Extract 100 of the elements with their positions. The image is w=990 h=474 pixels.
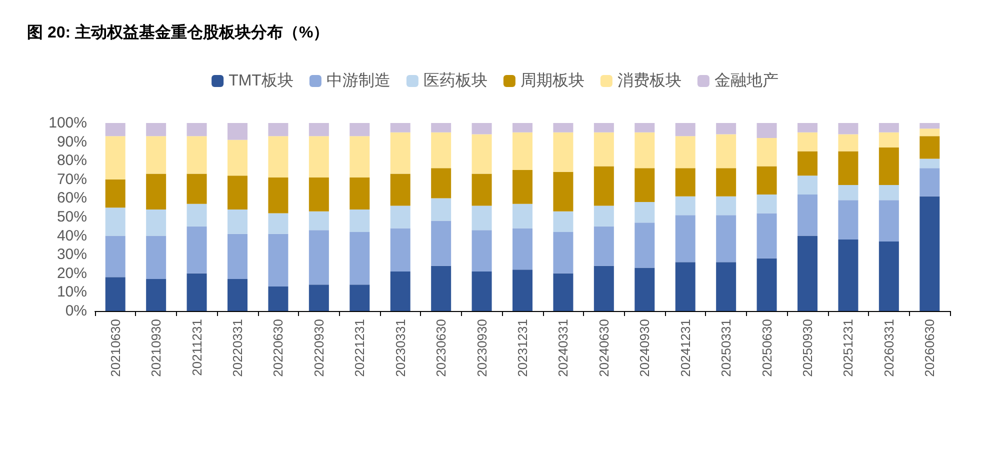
bar bbox=[716, 168, 736, 196]
bar bbox=[675, 123, 696, 136]
bar bbox=[878, 123, 899, 132]
bar bbox=[512, 132, 532, 170]
bar bbox=[553, 232, 574, 274]
bar bbox=[186, 204, 207, 226]
bar bbox=[594, 266, 614, 311]
bar bbox=[472, 206, 492, 230]
x-tick-label: 20220630 bbox=[270, 319, 286, 377]
bar bbox=[228, 140, 248, 176]
bar bbox=[878, 185, 899, 200]
bar bbox=[756, 138, 777, 166]
bar bbox=[186, 174, 207, 204]
x-tick-label: 20260630 bbox=[922, 319, 938, 377]
bar bbox=[308, 123, 329, 136]
bar bbox=[228, 209, 248, 234]
bar bbox=[920, 168, 940, 196]
bar bbox=[390, 206, 410, 228]
bar bbox=[431, 266, 452, 311]
bar bbox=[268, 213, 288, 234]
x-tick-label: 20250630 bbox=[759, 319, 774, 377]
bar bbox=[268, 136, 288, 178]
bar bbox=[634, 222, 655, 268]
x-tick-label: 20220331 bbox=[230, 319, 245, 377]
bar bbox=[675, 136, 696, 168]
y-tick-label: 70% bbox=[56, 170, 87, 188]
chart-title: 图 20: 主动权益基金重仓股板块分布（%） bbox=[27, 22, 330, 42]
x-tick-label: 20250930 bbox=[800, 319, 815, 377]
bar bbox=[512, 204, 532, 228]
x-tick-label: 20231231 bbox=[515, 319, 530, 377]
bar bbox=[350, 136, 370, 178]
bar bbox=[105, 123, 126, 136]
bar bbox=[553, 172, 574, 212]
bar bbox=[268, 234, 288, 287]
bar bbox=[675, 215, 696, 262]
bar bbox=[798, 236, 818, 311]
bar bbox=[634, 268, 655, 311]
bar bbox=[146, 236, 166, 280]
bar bbox=[553, 132, 574, 172]
bar bbox=[675, 168, 696, 196]
bar bbox=[186, 136, 207, 174]
bar bbox=[512, 170, 532, 204]
bar bbox=[634, 132, 655, 168]
bar bbox=[308, 284, 329, 311]
bar bbox=[594, 206, 614, 226]
bar bbox=[798, 123, 818, 132]
y-tick-label: 30% bbox=[56, 246, 87, 264]
bar bbox=[105, 236, 126, 278]
bar bbox=[756, 194, 777, 214]
bar bbox=[878, 241, 899, 311]
bar bbox=[920, 123, 940, 129]
bar bbox=[308, 136, 329, 178]
legend-label: 金融地产 bbox=[714, 72, 778, 90]
y-tick-label: 0% bbox=[65, 302, 87, 320]
bar bbox=[105, 179, 126, 208]
x-tick-label: 20221231 bbox=[352, 319, 368, 377]
x-tick-label: 20240331 bbox=[556, 319, 571, 377]
bar bbox=[308, 230, 329, 285]
bar bbox=[431, 132, 452, 168]
legend-label: TMT板块 bbox=[228, 72, 294, 90]
y-tick-label: 90% bbox=[56, 133, 87, 150]
bar bbox=[838, 134, 858, 152]
bar bbox=[105, 208, 126, 236]
bar bbox=[798, 132, 818, 152]
bar bbox=[594, 166, 614, 206]
bar bbox=[553, 123, 574, 132]
bar bbox=[716, 134, 736, 168]
bar bbox=[228, 176, 248, 210]
x-tick-label: 20251231 bbox=[840, 319, 856, 377]
bar bbox=[716, 123, 736, 134]
bar bbox=[756, 258, 777, 311]
bar bbox=[268, 123, 288, 136]
bar bbox=[716, 262, 736, 311]
bar bbox=[308, 178, 329, 212]
bar bbox=[146, 279, 166, 311]
y-tick-label: 80% bbox=[56, 152, 87, 170]
y-tick-label: 60% bbox=[56, 190, 87, 207]
bar bbox=[920, 128, 940, 136]
y-tick-label: 20% bbox=[56, 264, 87, 282]
bar bbox=[431, 220, 452, 266]
bar bbox=[390, 174, 410, 206]
bar bbox=[512, 270, 532, 311]
bar bbox=[878, 132, 899, 148]
bar bbox=[798, 194, 818, 236]
bar bbox=[920, 158, 940, 168]
bar bbox=[634, 123, 655, 132]
bar bbox=[798, 176, 818, 194]
bar bbox=[675, 196, 696, 216]
bar bbox=[105, 136, 126, 180]
bar bbox=[838, 240, 858, 311]
legend-label: 医药板块 bbox=[423, 72, 488, 90]
bar bbox=[838, 151, 858, 186]
x-tick-label: 20230630 bbox=[434, 319, 449, 377]
bar bbox=[350, 284, 370, 311]
bar bbox=[634, 202, 655, 223]
bar bbox=[308, 211, 329, 230]
bar bbox=[390, 272, 410, 311]
bar bbox=[350, 232, 370, 285]
bar bbox=[756, 123, 777, 138]
bar bbox=[268, 178, 288, 214]
